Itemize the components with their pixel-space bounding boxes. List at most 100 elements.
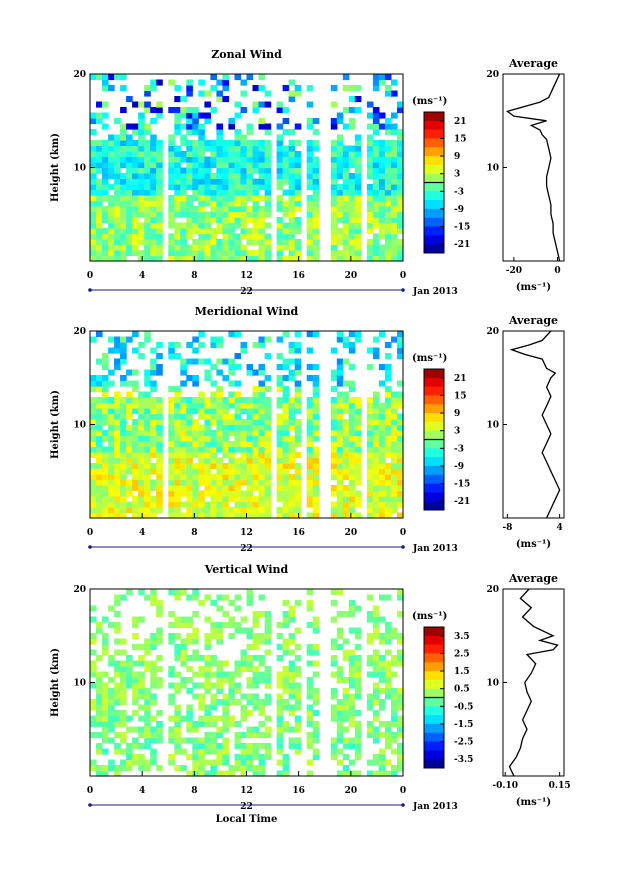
heatmap-cell	[186, 211, 193, 218]
heatmap-cell	[306, 151, 314, 158]
heatmap-cell	[126, 336, 133, 343]
heatmap-cell	[348, 123, 356, 130]
heatmap-cell	[366, 250, 374, 257]
heatmap-cell	[348, 408, 356, 415]
x-tick-label: 20	[345, 528, 358, 538]
heatmap-cell	[397, 699, 404, 706]
heatmap-cell	[156, 364, 163, 371]
heatmap-cell	[366, 770, 374, 777]
heatmap-cell	[144, 715, 151, 722]
heatmap-cell	[114, 408, 121, 415]
heatmap-cell	[228, 616, 235, 623]
heatmap-cell	[234, 255, 242, 262]
heatmap-cell	[348, 474, 356, 481]
heatmap-cell	[330, 255, 338, 262]
heatmap-cell	[90, 145, 97, 152]
heatmap-cell	[102, 732, 109, 739]
heatmap-cell	[204, 211, 211, 218]
heatmap-cell	[108, 408, 115, 415]
heatmap-cell	[330, 424, 338, 431]
heatmap-cell	[258, 490, 266, 497]
heatmap-cell	[150, 233, 157, 240]
colorbar-tick-label: 15	[454, 134, 467, 144]
heatmap-cell	[384, 222, 392, 229]
heatmap-cell	[144, 228, 151, 235]
heatmap-cell	[397, 200, 404, 207]
colorbar-segment	[424, 465, 444, 476]
heatmap-cell	[192, 145, 199, 152]
heatmap-cell	[228, 402, 235, 409]
heatmap-cell	[234, 754, 242, 761]
heatmap-cell	[348, 424, 356, 431]
heatmap-cell	[90, 375, 97, 382]
heatmap-cell	[342, 239, 350, 246]
heatmap-cell	[294, 748, 302, 755]
heatmap-cell	[366, 413, 374, 420]
heatmap-cell	[216, 402, 223, 409]
heatmap-cell	[174, 463, 181, 470]
heatmap-cell	[294, 408, 302, 415]
heatmap-cell	[198, 474, 205, 481]
heatmap-cell	[372, 250, 380, 257]
heatmap-cell	[180, 206, 187, 213]
colorbar-tick-label: 15	[454, 391, 467, 401]
heatmap-cell	[240, 151, 248, 158]
heatmap-cell	[234, 391, 242, 398]
heatmap-cell	[102, 633, 109, 640]
heatmap-cell	[294, 151, 302, 158]
heatmap-cell	[378, 474, 386, 481]
heatmap-cell	[288, 677, 296, 684]
heatmap-cell	[150, 244, 157, 251]
heatmap-cell	[204, 660, 211, 667]
heatmap-cell	[90, 386, 97, 393]
heatmap-cell	[168, 244, 175, 251]
heatmap-cell	[348, 770, 356, 777]
heatmap-cell	[330, 743, 338, 750]
heatmap-cell	[180, 490, 187, 497]
heatmap-cell	[90, 189, 97, 196]
heatmap-cell	[90, 380, 97, 387]
heatmap-cell	[391, 671, 398, 678]
heatmap-cell	[391, 721, 398, 728]
heatmap-cell	[336, 726, 344, 733]
colorbar-segment	[424, 723, 444, 734]
heatmap-cell	[120, 759, 127, 766]
heatmap-cell	[397, 255, 404, 262]
heatmap-cell	[366, 134, 374, 141]
heatmap-cell	[342, 710, 350, 717]
heatmap-cell	[186, 666, 193, 673]
heatmap-cell	[294, 217, 302, 224]
heatmap-cell	[192, 430, 199, 437]
heatmap-cell	[138, 402, 145, 409]
heatmap-cell	[120, 195, 127, 202]
heatmap-cell	[150, 151, 157, 158]
heatmap-cell	[336, 195, 344, 202]
heatmap-cell	[138, 140, 145, 147]
heatmap-cell	[216, 743, 223, 750]
heatmap-cell	[228, 162, 235, 169]
heatmap-cell	[288, 96, 296, 103]
heatmap-cell	[378, 140, 386, 147]
heatmap-cell	[234, 233, 242, 240]
heatmap-cell	[336, 512, 344, 519]
heatmap-cell	[306, 178, 314, 185]
heatmap-cell	[108, 452, 115, 459]
heatmap-cell	[126, 151, 133, 158]
heatmap-cell	[114, 419, 121, 426]
heatmap-cell	[90, 485, 97, 492]
heatmap-cell	[336, 419, 344, 426]
heatmap-cell	[126, 666, 133, 673]
heatmap-cell	[384, 195, 392, 202]
heatmap-cell	[228, 485, 235, 492]
heatmap-cell	[204, 156, 211, 163]
heatmap-cell	[192, 633, 199, 640]
heatmap-cell	[397, 419, 404, 426]
heatmap-cell	[138, 419, 145, 426]
heatmap-cell	[264, 156, 272, 163]
heatmap-cell	[264, 452, 272, 459]
heatmap-cell	[126, 726, 133, 733]
colorbar-segment	[424, 635, 444, 646]
heatmap-cell	[330, 178, 338, 185]
heatmap-cell	[252, 200, 260, 207]
heatmap-cell	[108, 474, 115, 481]
